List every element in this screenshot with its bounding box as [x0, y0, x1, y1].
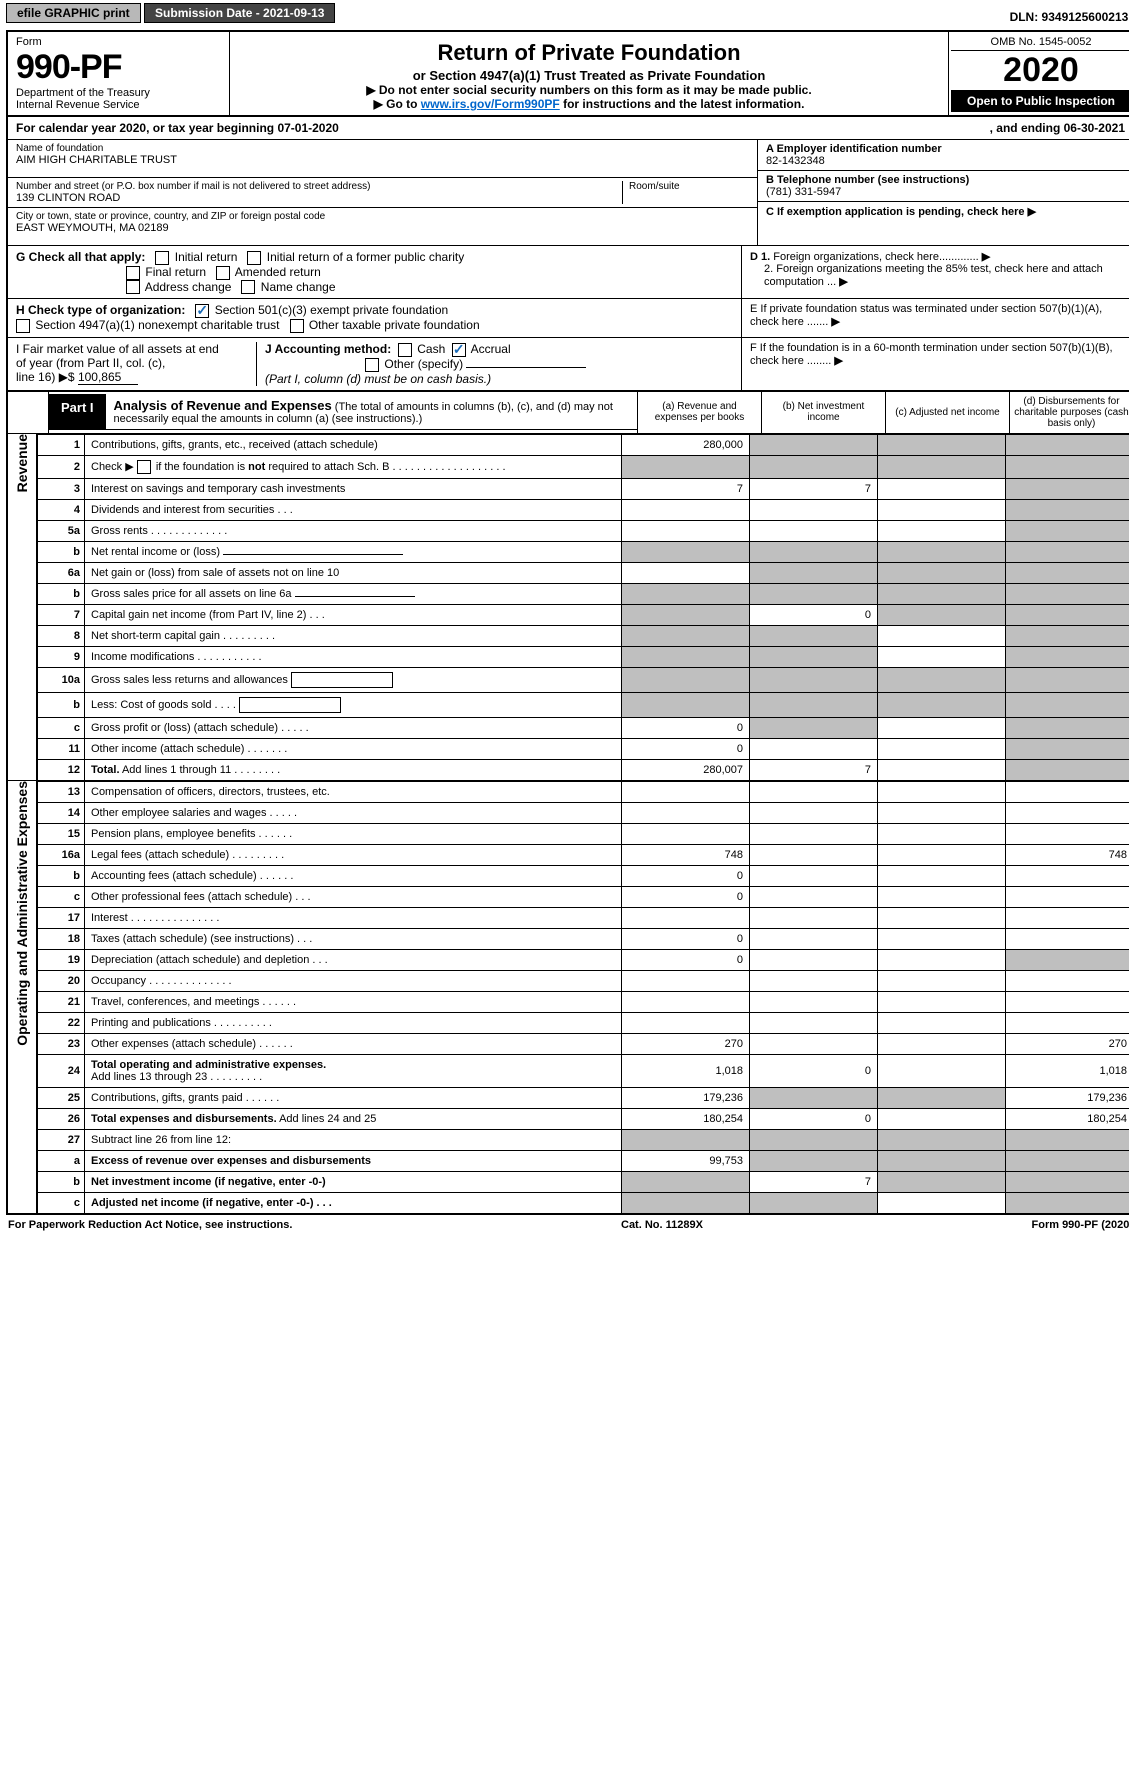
- col-b-header: (b) Net investment income: [762, 392, 886, 434]
- street-address: 139 CLINTON ROAD: [16, 192, 622, 204]
- city-state-zip: EAST WEYMOUTH, MA 02189: [16, 222, 749, 234]
- g-label: G Check all that apply:: [16, 250, 145, 264]
- top-bar: efile GRAPHIC print Submission Date - 20…: [6, 6, 1129, 28]
- footer-left: For Paperwork Reduction Act Notice, see …: [8, 1219, 292, 1231]
- phone-value: (781) 331-5947: [766, 186, 1125, 198]
- ein-value: 82-1432348: [766, 155, 1125, 167]
- tax-year: 2020: [951, 51, 1129, 90]
- d1-label: D 1. Foreign organizations, check here..…: [750, 250, 1125, 263]
- form-subtitle3: ▶ Go to www.irs.gov/Form990PF for instru…: [234, 97, 944, 111]
- omb-number: OMB No. 1545-0052: [951, 34, 1129, 51]
- dln-text: DLN: 93491256002131: [1010, 10, 1129, 24]
- name-label: Name of foundation: [16, 143, 749, 154]
- calendar-year-row: For calendar year 2020, or tax year begi…: [8, 117, 1129, 140]
- foundation-name: AIM HIGH CHARITABLE TRUST: [16, 154, 749, 166]
- g-name-cb[interactable]: [241, 280, 255, 294]
- f-label: F If the foundation is in a 60-month ter…: [750, 342, 1113, 367]
- footer-center: Cat. No. 11289X: [621, 1219, 703, 1231]
- j-other-cb[interactable]: [365, 358, 379, 372]
- irs-link[interactable]: www.irs.gov/Form990PF: [421, 97, 560, 111]
- ein-label: A Employer identification number: [766, 143, 1125, 155]
- form-subtitle2: ▶ Do not enter social security numbers o…: [234, 83, 944, 97]
- form-header: Form 990-PF Department of the Treasury I…: [8, 32, 1129, 117]
- form-title: Return of Private Foundation: [234, 40, 944, 66]
- efile-btn[interactable]: efile GRAPHIC print: [6, 3, 141, 23]
- col-c-header: (c) Adjusted net income: [886, 392, 1010, 434]
- g-initial-former-cb[interactable]: [247, 251, 261, 265]
- submission-btn[interactable]: Submission Date - 2021-09-13: [144, 3, 335, 23]
- col-d-header: (d) Disbursements for charitable purpose…: [1010, 392, 1129, 434]
- i-value: 100,865: [78, 370, 138, 385]
- addr-label: Number and street (or P.O. box number if…: [16, 181, 622, 192]
- footer-right: Form 990-PF (2020): [1032, 1219, 1129, 1231]
- g-initial-cb[interactable]: [155, 251, 169, 265]
- open-public: Open to Public Inspection: [951, 90, 1129, 112]
- revenue-label: Revenue: [8, 434, 37, 781]
- i-label2: of year (from Part II, col. (c),: [16, 356, 256, 370]
- g-final-cb[interactable]: [126, 266, 140, 280]
- c-label: C If exemption application is pending, c…: [766, 206, 1025, 218]
- j-label: J Accounting method:: [265, 342, 391, 356]
- e-label: E If private foundation status was termi…: [750, 303, 1102, 328]
- j-cash-cb[interactable]: [398, 343, 412, 357]
- phone-label: B Telephone number (see instructions): [766, 174, 1125, 186]
- form-subtitle1: or Section 4947(a)(1) Trust Treated as P…: [234, 68, 944, 83]
- j-note: (Part I, column (d) must be on cash basi…: [265, 372, 491, 386]
- g-amended-cb[interactable]: [216, 266, 230, 280]
- part1-label: Part I: [49, 394, 106, 429]
- g-address-cb[interactable]: [126, 280, 140, 294]
- i-label1: I Fair market value of all assets at end: [16, 342, 256, 356]
- form-container: Form 990-PF Department of the Treasury I…: [6, 30, 1129, 1215]
- form-label: Form: [16, 36, 221, 48]
- dept-1: Department of the Treasury: [16, 87, 221, 99]
- col-a-header: (a) Revenue and expenses per books: [638, 392, 762, 434]
- h-other-cb[interactable]: [290, 319, 304, 333]
- d2-label: 2. Foreign organizations meeting the 85%…: [750, 263, 1125, 288]
- h-4947-cb[interactable]: [16, 319, 30, 333]
- form-number: 990-PF: [16, 48, 221, 87]
- sch-b-cb[interactable]: [137, 460, 151, 474]
- part1-title: Analysis of Revenue and Expenses: [114, 398, 332, 413]
- city-label: City or town, state or province, country…: [16, 211, 749, 222]
- page-footer: For Paperwork Reduction Act Notice, see …: [6, 1215, 1129, 1235]
- h-label: H Check type of organization:: [16, 303, 185, 317]
- dept-2: Internal Revenue Service: [16, 99, 221, 111]
- h-501c3-cb[interactable]: [195, 304, 209, 318]
- room-label: Room/suite: [629, 181, 749, 192]
- j-accrual-cb[interactable]: [452, 343, 466, 357]
- i-label3: line 16) ▶$: [16, 370, 75, 384]
- expenses-label: Operating and Administrative Expenses: [8, 781, 37, 1213]
